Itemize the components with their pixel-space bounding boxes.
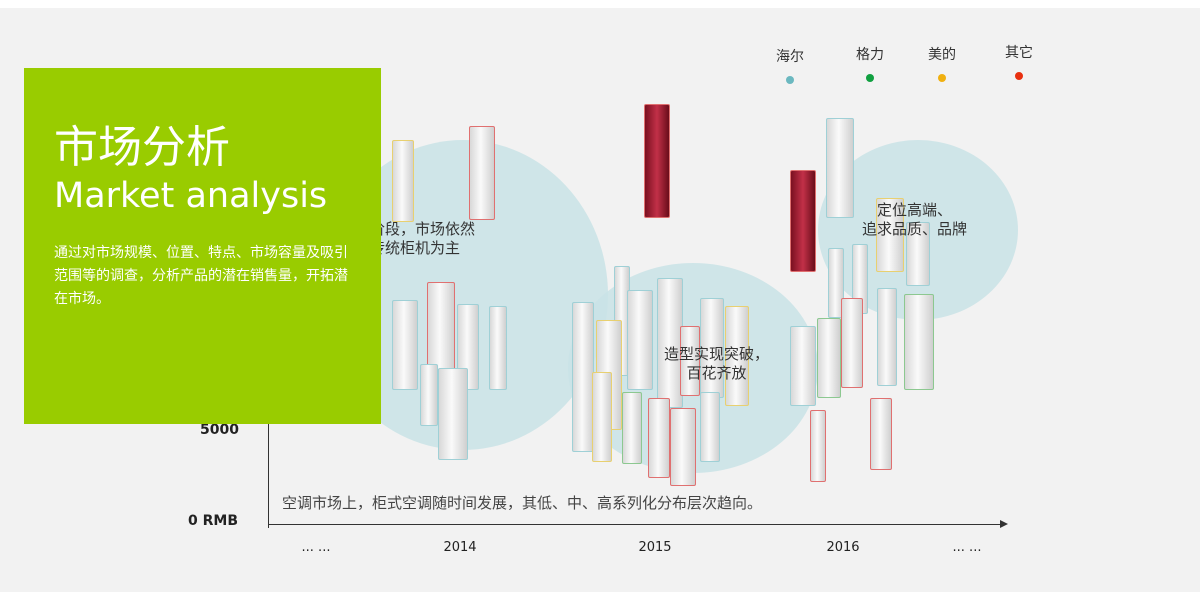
product-image [592, 372, 612, 462]
legend-midea: 美的 [912, 44, 972, 82]
product-image [904, 294, 934, 390]
product-image [817, 318, 841, 398]
y-label-5000: 5000 [200, 422, 239, 438]
product-image [644, 104, 670, 218]
product-image [572, 302, 594, 452]
product-image [438, 368, 468, 460]
panel-title-cn: 市场分析 [54, 122, 230, 173]
product-image [828, 248, 844, 318]
product-image [841, 298, 863, 388]
product-image [700, 392, 720, 462]
product-image [876, 198, 904, 272]
legend-dot-icon [786, 76, 794, 84]
panel-title-en: Market analysis [54, 176, 328, 216]
product-image [700, 298, 724, 398]
product-image [826, 118, 854, 218]
x-label: ... ... [952, 540, 982, 555]
legend-haier: 海尔 [760, 46, 820, 84]
market-note: 空调市场上，柜式空调随时间发展，其低、中、高系列化分布层次趋向。 [282, 494, 763, 512]
product-image [489, 306, 507, 390]
legend-dot-icon [1015, 72, 1023, 80]
product-image [627, 290, 653, 390]
product-image [392, 300, 418, 390]
product-image [790, 326, 816, 406]
intro-panel: 市场分析 Market analysis 通过对市场规模、位置、特点、市场容量及… [24, 68, 381, 424]
product-image [877, 288, 897, 386]
product-image [810, 410, 826, 482]
product-image [790, 170, 816, 272]
product-image [420, 364, 438, 426]
x-label-2015: 2015 [638, 540, 672, 555]
slide: 尝试阶段，市场依然 以传统柜机为主 造型实现突破， 百花齐放 定位高端、 追求品质、品… [0, 8, 1200, 592]
x-axis-arrow-icon [1000, 520, 1008, 528]
x-label-2014: 2014 [443, 540, 477, 555]
legend-dot-icon [866, 74, 874, 82]
legend-dot-icon [938, 74, 946, 82]
y-label-0: 0 RMB [188, 513, 238, 529]
circle-text-2015: 造型实现突破， 百花齐放 [664, 345, 770, 382]
x-axis [268, 524, 1003, 525]
product-image [648, 398, 670, 478]
legend-other: 其它 [989, 42, 1049, 80]
product-image [670, 408, 696, 486]
circle-text-2016: 定位高端、 追求品质、品牌 [862, 201, 968, 238]
product-image [725, 306, 749, 406]
x-label-2016: 2016 [826, 540, 860, 555]
x-label: ... ... [301, 540, 331, 555]
product-image [392, 140, 414, 222]
product-image [870, 398, 892, 470]
product-image [906, 222, 930, 286]
product-image [469, 126, 495, 220]
panel-description: 通过对市场规模、位置、特点、市场容量及吸引范围等的调查，分析产品的潜在销售量，开… [54, 245, 348, 307]
product-image [622, 392, 642, 464]
product-image [680, 326, 700, 396]
product-image [427, 282, 455, 370]
legend-gree: 格力 [840, 44, 900, 82]
